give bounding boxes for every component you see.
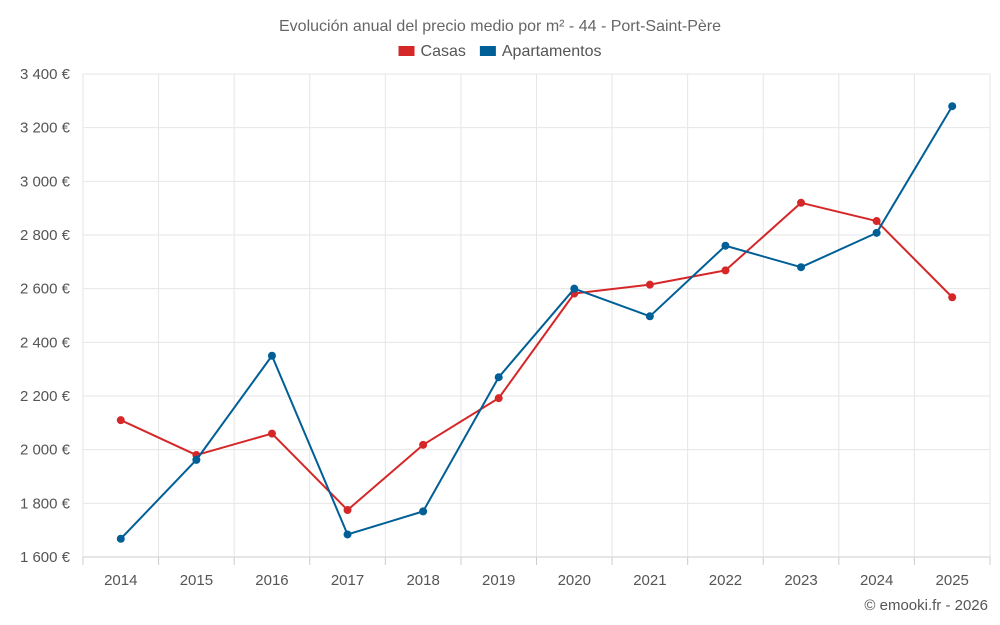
x-tick-label: 2018 — [406, 572, 439, 589]
series-apartamentos — [116, 102, 957, 543]
data-point[interactable] — [267, 351, 276, 360]
x-tick-label: 2014 — [104, 572, 137, 589]
y-tick-label: 2 000 € — [20, 442, 71, 459]
data-point[interactable] — [872, 217, 881, 226]
data-point[interactable] — [721, 266, 730, 275]
x-tick-label: 2021 — [633, 572, 666, 589]
data-point[interactable] — [721, 241, 730, 250]
y-tick-label: 2 600 € — [20, 281, 71, 298]
x-tick-label: 2024 — [860, 572, 893, 589]
data-point[interactable] — [494, 373, 503, 382]
grid-lines — [82, 73, 991, 565]
data-point[interactable] — [116, 416, 125, 425]
x-tick-label: 2016 — [255, 572, 288, 589]
y-tick-label: 3 200 € — [20, 120, 71, 137]
data-point[interactable] — [494, 394, 503, 403]
data-point[interactable] — [645, 312, 654, 321]
x-tick-label: 2020 — [558, 572, 591, 589]
data-point[interactable] — [645, 280, 654, 289]
legend-swatch — [479, 46, 496, 56]
legend: Casas Apartamentos — [398, 43, 602, 60]
y-tick-label: 1 600 € — [20, 549, 71, 566]
data-point[interactable] — [343, 530, 352, 539]
series-lines — [116, 102, 957, 543]
y-tick-label: 3 000 € — [20, 173, 71, 190]
series-casas — [116, 198, 957, 515]
legend-item-casas[interactable]: Casas — [398, 43, 466, 60]
data-point[interactable] — [948, 293, 957, 302]
y-tick-label: 2 400 € — [20, 334, 71, 351]
x-tick-label: 2015 — [180, 572, 213, 589]
x-axis-ticks: 2014 2015 2016 2017 2018 2019 2020 2021 2022 2023… — [104, 572, 969, 589]
data-point[interactable] — [192, 455, 201, 464]
y-tick-label: 3 400 € — [20, 66, 71, 83]
y-tick-label: 2 200 € — [20, 388, 71, 405]
data-point[interactable] — [267, 429, 276, 438]
x-tick-label: 2023 — [784, 572, 817, 589]
data-point[interactable] — [343, 506, 352, 515]
x-tick-label: 2022 — [709, 572, 742, 589]
y-tick-label: 2 800 € — [20, 227, 71, 244]
legend-label: Casas — [421, 43, 466, 60]
data-point[interactable] — [872, 228, 881, 237]
data-point[interactable] — [116, 534, 125, 543]
legend-label: Apartamentos — [502, 43, 602, 60]
x-tick-label: 2019 — [482, 572, 515, 589]
y-tick-label: 1 800 € — [20, 495, 71, 512]
chart-title: Evolución anual del precio medio por m² … — [279, 18, 721, 35]
data-point[interactable] — [570, 284, 579, 293]
series-line — [120, 105, 954, 540]
data-point[interactable] — [419, 507, 428, 516]
series-line — [120, 201, 953, 512]
x-tick-label: 2017 — [331, 572, 364, 589]
legend-item-apartamentos[interactable]: Apartamentos — [479, 43, 602, 60]
legend-swatch — [398, 46, 415, 56]
y-axis-ticks: 1 600 € 1 800 € 2 000 € 2 200 € 2 400 € 2 600… — [20, 66, 71, 566]
credit-text: © emooki.fr - 2026 — [864, 597, 988, 614]
x-tick-label: 2025 — [936, 572, 969, 589]
data-point[interactable] — [419, 440, 428, 449]
data-point[interactable] — [797, 198, 806, 207]
data-point[interactable] — [797, 263, 806, 272]
data-point[interactable] — [948, 102, 957, 111]
